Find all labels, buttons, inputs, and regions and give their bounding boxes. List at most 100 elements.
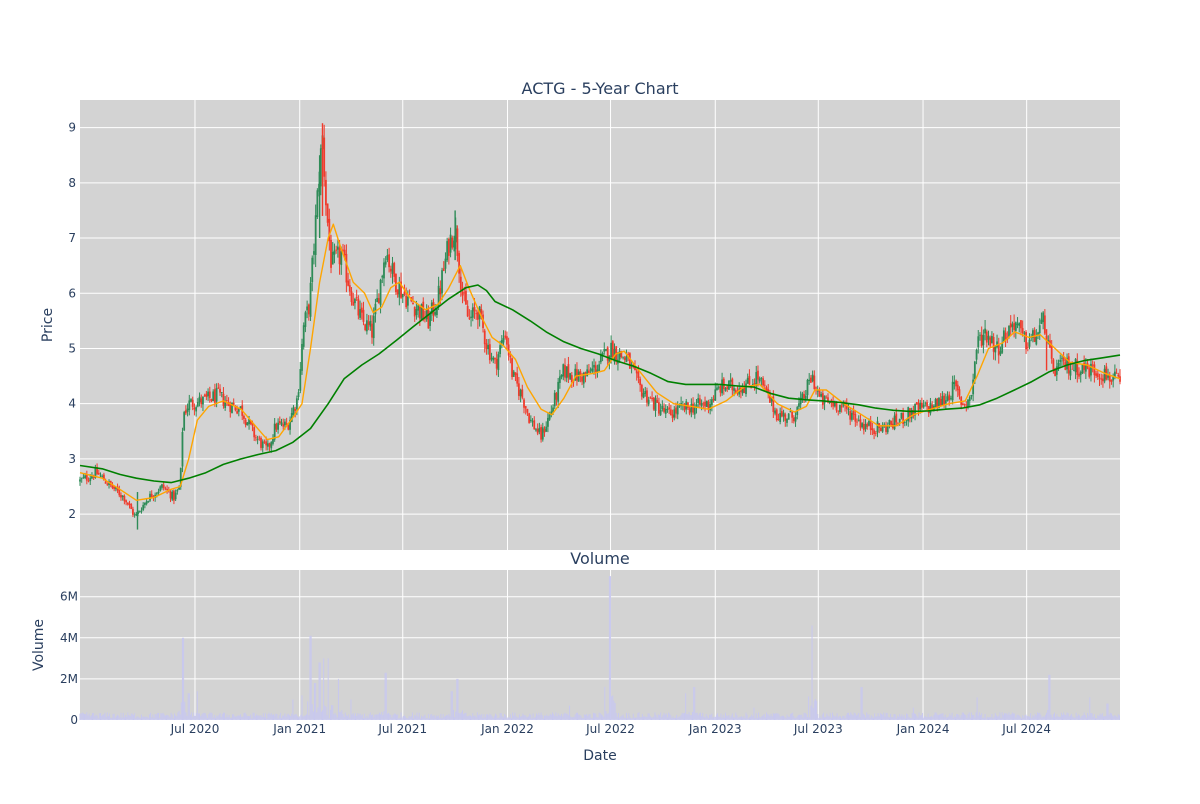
candle-body — [760, 378, 763, 380]
candle-body — [881, 424, 884, 432]
candle-body — [599, 354, 602, 363]
candle-body — [991, 335, 993, 344]
candle-body — [536, 428, 539, 434]
candle-body — [593, 364, 595, 368]
candle-body — [306, 306, 309, 311]
candle-body — [253, 427, 256, 438]
price-tick-label: 6 — [68, 286, 76, 300]
candle-body — [705, 400, 708, 407]
candle-body — [466, 305, 469, 317]
candle-body — [217, 387, 220, 389]
candle-body — [1050, 345, 1053, 359]
candle-body — [384, 261, 387, 265]
candle-body — [909, 408, 911, 419]
candle-body — [261, 441, 264, 448]
candle-body — [722, 378, 725, 389]
candle-body — [569, 373, 572, 380]
candle-body — [162, 484, 165, 488]
candle-body — [301, 343, 303, 371]
candle-body — [876, 421, 879, 433]
candle-body — [437, 285, 440, 307]
candle-body — [1066, 357, 1068, 370]
candle-body — [449, 234, 452, 253]
candle-body — [997, 343, 1000, 356]
candle-body — [1112, 377, 1115, 381]
date-tick-label: Jan 2022 — [480, 722, 534, 736]
candle-body — [967, 399, 969, 407]
candle-body — [208, 391, 211, 398]
candle-body — [1040, 319, 1043, 324]
candle-body — [307, 304, 310, 315]
candle-body — [463, 292, 466, 294]
candle-body — [950, 398, 952, 399]
candle-body — [772, 396, 775, 412]
candle-body — [229, 404, 232, 412]
candle-body — [447, 239, 450, 256]
candle-body — [640, 384, 643, 397]
candle-body — [120, 495, 122, 498]
candle-body — [538, 427, 541, 432]
candle-body — [902, 413, 905, 424]
candle-body — [171, 491, 174, 500]
candle-body — [562, 364, 565, 377]
candle-body — [521, 389, 524, 398]
candle-body — [734, 390, 737, 394]
candle-body — [383, 262, 385, 279]
candle-body — [335, 249, 338, 251]
candle-body — [910, 409, 913, 419]
candle-body — [243, 415, 245, 419]
candle-body — [839, 404, 841, 412]
short-moving-average-line — [79, 223, 1121, 501]
candle-body — [232, 402, 235, 405]
candle-body — [557, 381, 560, 402]
candle-body — [475, 313, 478, 315]
candle-body — [1028, 339, 1031, 347]
candle-body — [794, 416, 797, 422]
candle-body — [174, 492, 177, 500]
candle-body — [331, 252, 334, 265]
candle-body — [835, 402, 838, 411]
candle-body — [234, 405, 237, 411]
candle-body — [396, 289, 399, 295]
candle-body — [784, 414, 787, 421]
candle-body — [936, 398, 939, 408]
candle-body — [1038, 325, 1041, 334]
candle-body — [1023, 332, 1026, 334]
candle-body — [188, 400, 191, 410]
date-axis-title: Date — [583, 748, 616, 764]
candle-body — [280, 422, 283, 425]
candle-body — [868, 420, 870, 426]
candle-body — [427, 309, 430, 329]
candle-body — [791, 411, 794, 418]
candle-body — [268, 443, 271, 447]
candle-body — [774, 410, 776, 414]
candle-body — [979, 334, 981, 336]
candle-body — [313, 251, 315, 255]
candle-body — [178, 487, 180, 490]
candle-body — [400, 281, 402, 298]
candle-body — [857, 420, 860, 422]
candle-body — [963, 403, 966, 405]
candle-body — [1037, 332, 1039, 335]
candle-body — [507, 344, 510, 356]
candle-body — [145, 501, 148, 505]
candle-body — [550, 411, 553, 414]
candle-body — [265, 441, 268, 446]
date-tick-label: Jul 2024 — [1001, 722, 1051, 736]
candle-body — [801, 393, 804, 400]
candle-body — [946, 396, 949, 401]
candle-body — [408, 294, 411, 296]
candle-body — [973, 361, 976, 379]
candle-body — [282, 424, 285, 427]
candle-body — [596, 369, 599, 372]
candle-body — [309, 282, 312, 317]
candle-body — [220, 392, 223, 393]
candle-body — [214, 389, 216, 403]
candle-body — [924, 402, 927, 404]
date-tick-label: Jul 2021 — [377, 722, 427, 736]
candle-body — [420, 304, 423, 320]
candle-body — [1059, 359, 1062, 362]
candle-body — [821, 393, 824, 406]
volume-tick-label: 0 — [70, 713, 78, 727]
candle-body — [775, 409, 778, 421]
